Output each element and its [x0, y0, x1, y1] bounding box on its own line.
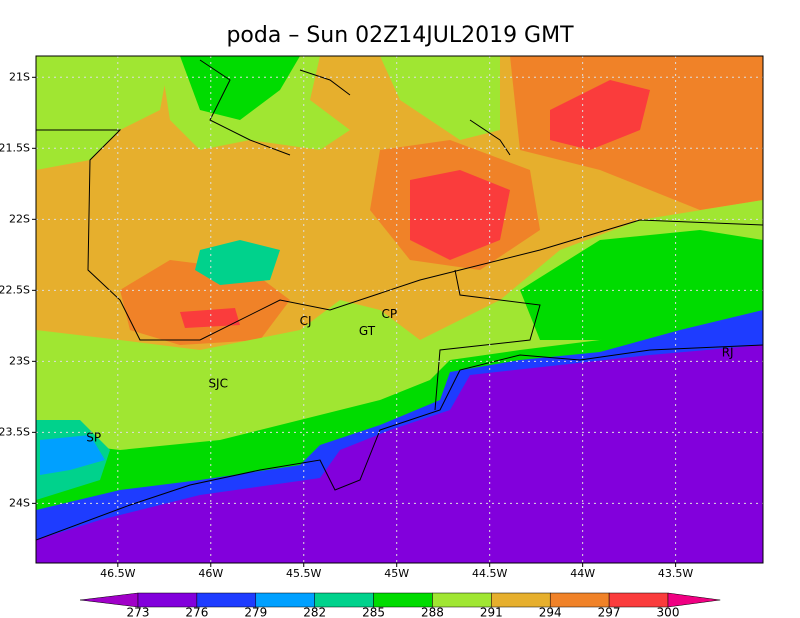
fill-region [510, 56, 763, 210]
fill-region [550, 80, 650, 150]
colorbar-label: 297 [598, 606, 621, 618]
x-tick-label: 46.5W [100, 567, 135, 580]
place-label: RJ [722, 345, 734, 359]
fill-region [180, 308, 240, 328]
fill-region [180, 56, 300, 120]
colorbar-label: 279 [244, 606, 267, 618]
map-frame [35, 55, 764, 564]
colorbar-label: 300 [657, 606, 680, 618]
y-tick-label: 23.5S [0, 425, 30, 438]
overlay: SP SJC CJ CP GT RJ [36, 56, 763, 563]
colorbar-label: 288 [421, 606, 444, 618]
place-label: SJC [208, 377, 228, 391]
x-tick-label: 45.5W [286, 567, 321, 580]
river [199, 59, 511, 156]
x-tick-label: 44W [570, 567, 595, 580]
x-tick-label: 45W [384, 567, 409, 580]
y-tick-label: 22.5S [0, 283, 30, 296]
state-border [434, 269, 541, 411]
fill-region [36, 56, 170, 170]
place-label: SP [86, 431, 101, 445]
place-label: GT [359, 324, 376, 338]
colorbar-label: 285 [362, 606, 385, 618]
coastline [36, 344, 763, 541]
fill-region [36, 345, 763, 563]
x-tick-label: 44.5W [472, 567, 507, 580]
y-tick-label: 22S [9, 212, 30, 225]
colorbar-label: 276 [185, 606, 208, 618]
fill-region [410, 170, 510, 260]
colorbar-label: 294 [539, 606, 562, 618]
colorbar-label: 282 [303, 606, 326, 618]
place-label: CP [381, 307, 397, 321]
y-tick-label: 21S [9, 70, 30, 83]
place-label: CJ [300, 314, 312, 328]
state-border [36, 129, 763, 341]
field [36, 56, 763, 563]
fill-region [195, 240, 280, 285]
y-tick-label: 24S [9, 496, 30, 509]
x-tick-label: 43.5W [658, 567, 693, 580]
y-tick-label: 21.5S [0, 141, 30, 154]
fill-region [40, 435, 105, 475]
y-tick-label: 23S [9, 354, 30, 367]
colorbar-label: 291 [480, 606, 503, 618]
colorbar-label: 273 [127, 606, 150, 618]
title: poda – Sun 02Z14JUL2019 GMT [226, 23, 574, 48]
x-tick-label: 46W [198, 567, 223, 580]
colorbar-segment [667, 592, 721, 608]
